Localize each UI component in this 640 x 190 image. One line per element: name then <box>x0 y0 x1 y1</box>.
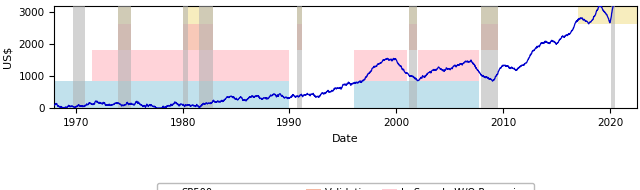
Bar <box>297 24 302 50</box>
Bar <box>92 50 289 81</box>
Bar <box>481 6 498 24</box>
Legend: SP500, In-Sample W Recession, Validation, Recession, In-Sample W/O Recession, Ou: SP500, In-Sample W Recession, Validation… <box>157 183 534 190</box>
Bar <box>182 24 213 50</box>
Bar <box>73 6 84 108</box>
Bar <box>481 6 498 108</box>
Bar <box>409 24 417 50</box>
Bar <box>354 50 407 81</box>
Bar <box>118 24 131 50</box>
Bar <box>409 6 417 24</box>
Bar <box>118 6 131 24</box>
Bar <box>182 6 213 24</box>
Bar <box>198 6 213 108</box>
Y-axis label: US$: US$ <box>3 46 13 68</box>
Bar <box>297 6 302 24</box>
Bar <box>611 6 614 108</box>
Bar <box>182 6 188 108</box>
Bar <box>297 6 302 108</box>
Bar <box>118 6 131 108</box>
Bar <box>409 6 417 108</box>
Bar <box>578 6 637 24</box>
Bar <box>481 24 498 50</box>
Bar <box>54 81 289 108</box>
Bar <box>354 81 479 108</box>
Bar <box>418 50 479 81</box>
X-axis label: Date: Date <box>332 134 359 144</box>
